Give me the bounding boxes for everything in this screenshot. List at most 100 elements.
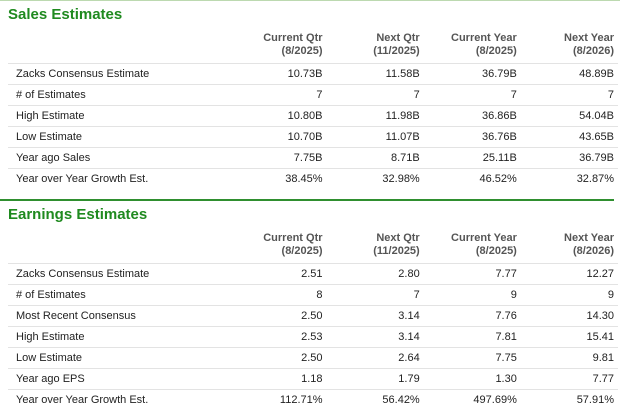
column-header: Next Qtr (11/2025) [327, 28, 424, 64]
column-period: (11/2025) [373, 245, 420, 257]
column-label: Current Qtr [263, 32, 323, 44]
value-cell: 9 [423, 284, 521, 306]
value-cell: 36.79B [520, 147, 618, 169]
column-period: (8/2025) [475, 45, 517, 57]
value-cell: 2.80 [326, 263, 424, 285]
row-label: High Estimate [8, 326, 230, 348]
data-row: High Estimate 2.53 3.14 7.81 15.41 [8, 326, 618, 348]
value-cell: 56.42% [326, 389, 424, 410]
header-cell [8, 28, 229, 64]
column-label: Next Qtr [376, 232, 420, 244]
value-cell: 7.77 [423, 263, 521, 285]
value-cell: 2.50 [229, 347, 327, 369]
column-header: Next Qtr (11/2025) [327, 228, 424, 264]
column-label: Next Year [564, 32, 614, 44]
data-row: Zacks Consensus Estimate 2.51 2.80 7.77 12.2… [8, 263, 618, 285]
section-title: Sales Estimates [8, 6, 123, 23]
row-label: Zacks Consensus Estimate [8, 263, 230, 285]
value-cell: 3.14 [326, 326, 424, 348]
value-cell: 9.81 [520, 347, 618, 369]
value-cell: 1.79 [326, 368, 424, 390]
column-label: Next Year [564, 232, 614, 244]
column-period: (8/2025) [475, 245, 517, 257]
value-cell: 7 [326, 284, 424, 306]
row-label: Low Estimate [8, 126, 230, 148]
value-cell: 7.75 [423, 347, 521, 369]
data-row: Low Estimate 10.70B 11.07B 36.76B 43.65B [8, 126, 618, 148]
column-header: Next Year (8/2026) [521, 28, 618, 64]
value-cell: 25.11B [423, 147, 521, 169]
value-cell: 10.80B [229, 105, 327, 127]
row-label: Most Recent Consensus [8, 305, 230, 327]
value-cell: 36.79B [423, 63, 521, 85]
value-cell: 12.27 [520, 263, 618, 285]
value-cell: 2.53 [229, 326, 327, 348]
data-row: Year ago Sales 7.75B 8.71B 25.11B 36.79B [8, 147, 618, 169]
value-cell: 112.71% [229, 389, 327, 410]
column-period: (11/2025) [373, 45, 420, 57]
row-label: Year over Year Growth Est. [8, 389, 230, 410]
value-cell: 7.75B [229, 147, 327, 169]
column-period: (8/2025) [281, 45, 323, 57]
value-cell: 10.73B [229, 63, 327, 85]
value-cell: 7 [229, 84, 327, 106]
data-row: Year over Year Growth Est. 112.71% 56.42% 4… [8, 389, 618, 410]
value-cell: 11.58B [326, 63, 424, 85]
row-label: Year over Year Growth Est. [8, 168, 230, 189]
column-header: Current Year (8/2025) [424, 28, 521, 64]
data-row: High Estimate 10.80B 11.98B 36.86B 54.04B [8, 105, 618, 127]
value-cell: 8 [229, 284, 327, 306]
value-cell: 15.41 [520, 326, 618, 348]
column-period: (8/2026) [573, 45, 614, 57]
value-cell: 3.14 [326, 305, 424, 327]
column-period: (8/2025) [281, 245, 323, 257]
row-label: Year ago EPS [8, 368, 230, 390]
header-cell [8, 228, 229, 264]
section-title: Earnings Estimates [8, 206, 148, 223]
data-row: # of Estimates 7 7 7 7 [8, 84, 618, 106]
row-label: Low Estimate [8, 347, 230, 369]
section: Sales Estimates Current Qtr (8/2025) Next Q… [0, 1, 618, 189]
column-header: Current Qtr (8/2025) [229, 28, 326, 64]
column-label: Current Year [451, 32, 517, 44]
data-row: Low Estimate 2.50 2.64 7.75 9.81 [8, 347, 618, 369]
value-cell: 7 [423, 84, 521, 106]
row-label: # of Estimates [8, 284, 230, 306]
value-cell: 48.89B [520, 63, 618, 85]
column-label: Current Qtr [263, 232, 323, 244]
value-cell: 1.30 [423, 368, 521, 390]
column-label: Next Qtr [376, 32, 420, 44]
value-cell: 7.81 [423, 326, 521, 348]
value-cell: 1.18 [229, 368, 327, 390]
value-cell: 9 [520, 284, 618, 306]
row-label: High Estimate [8, 105, 230, 127]
estimates-table: Current Qtr (8/2025) Next Qtr (11/2025) Curr… [8, 228, 618, 410]
column-label: Current Year [451, 232, 517, 244]
estimates-table: Current Qtr (8/2025) Next Qtr (11/2025) Curr… [8, 28, 618, 189]
value-cell: 8.71B [326, 147, 424, 169]
value-cell: 36.86B [423, 105, 521, 127]
value-cell: 36.76B [423, 126, 521, 148]
value-cell: 7 [520, 84, 618, 106]
value-cell: 54.04B [520, 105, 618, 127]
section: Earnings Estimates Current Qtr (8/2025) Nex… [0, 199, 618, 410]
value-cell: 32.87% [520, 168, 618, 189]
value-cell: 7 [326, 84, 424, 106]
data-row: Year over Year Growth Est. 38.45% 32.98% 46… [8, 168, 618, 189]
value-cell: 2.64 [326, 347, 424, 369]
value-cell: 2.51 [229, 263, 327, 285]
value-cell: 2.50 [229, 305, 327, 327]
value-cell: 497.69% [423, 389, 521, 410]
value-cell: 11.98B [326, 105, 424, 127]
data-row: Most Recent Consensus 2.50 3.14 7.76 14.30 [8, 305, 618, 327]
data-row: # of Estimates 8 7 9 9 [8, 284, 618, 306]
value-cell: 57.91% [520, 389, 618, 410]
value-cell: 11.07B [326, 126, 424, 148]
value-cell: 10.70B [229, 126, 327, 148]
row-label: # of Estimates [8, 84, 230, 106]
column-header: Current Qtr (8/2025) [229, 228, 326, 264]
value-cell: 38.45% [229, 168, 327, 189]
column-header: Current Year (8/2025) [424, 228, 521, 264]
value-cell: 7.76 [423, 305, 521, 327]
data-row: Zacks Consensus Estimate 10.73B 11.58B 36.7… [8, 63, 618, 85]
